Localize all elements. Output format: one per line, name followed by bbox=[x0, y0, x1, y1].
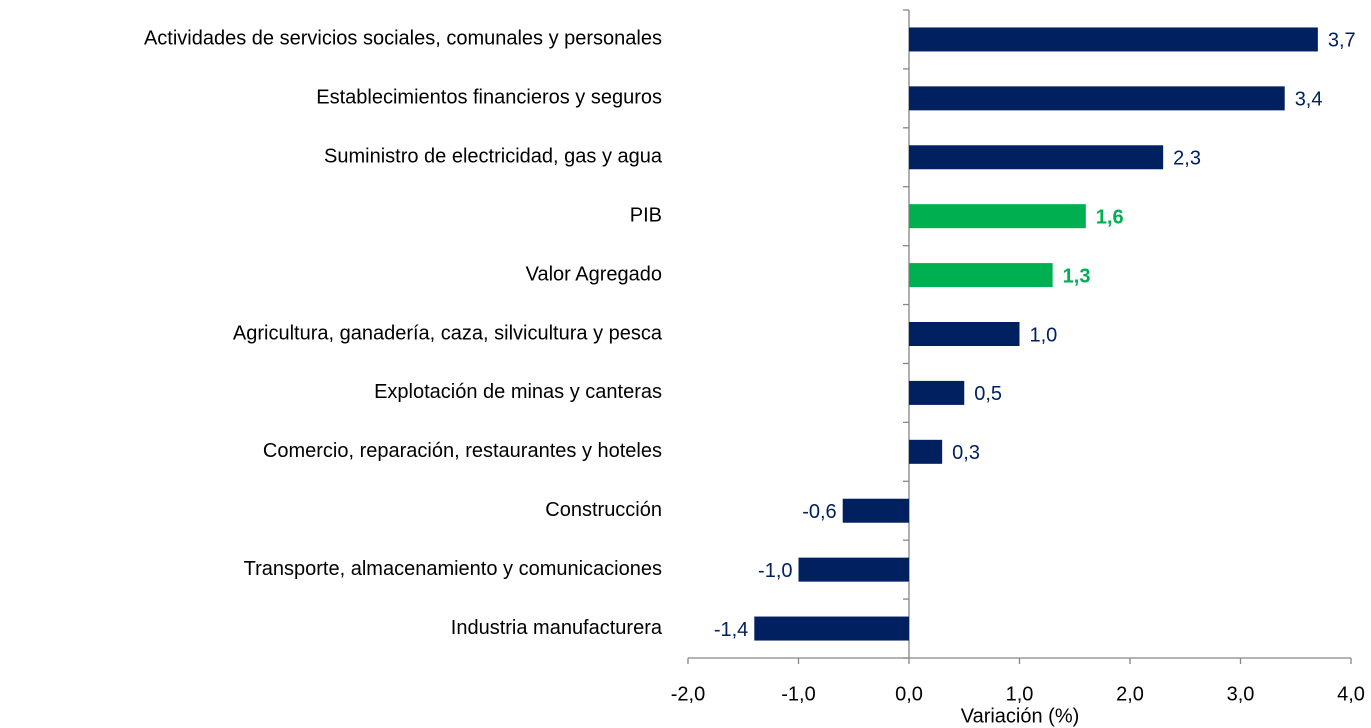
y-tick-label: Suministro de electricidad, gas y agua bbox=[324, 146, 663, 168]
bar bbox=[909, 380, 965, 405]
bar bbox=[798, 557, 909, 582]
y-tick-label: Agricultura, ganadería, caza, silvicultu… bbox=[233, 322, 663, 344]
y-tick-label: Construcción bbox=[545, 499, 662, 521]
y-tick-label: Explotación de minas y canteras bbox=[374, 381, 662, 403]
value-label: -1,4 bbox=[714, 619, 748, 641]
x-tick-label: -2,0 bbox=[671, 683, 705, 705]
bar bbox=[909, 322, 1020, 346]
bar bbox=[842, 498, 909, 523]
y-tick-label: Transporte, almacenamiento y comunicacio… bbox=[244, 558, 662, 580]
x-tick-label: -1,0 bbox=[781, 683, 815, 705]
value-label: 0,3 bbox=[952, 442, 980, 464]
value-label: 0,5 bbox=[974, 383, 1002, 405]
bar bbox=[909, 204, 1086, 229]
value-label: 2,3 bbox=[1173, 148, 1201, 170]
x-tick-label: 1,0 bbox=[1006, 683, 1034, 705]
y-tick-label: PIB bbox=[630, 204, 662, 226]
bar bbox=[754, 616, 909, 641]
y-tick-label: Industria manufacturera bbox=[451, 617, 663, 639]
bar bbox=[909, 145, 1164, 170]
y-tick-label: Establecimientos financieros y seguros bbox=[316, 87, 662, 109]
value-label: 3,4 bbox=[1295, 89, 1323, 111]
bar bbox=[909, 439, 943, 464]
bar bbox=[909, 263, 1053, 288]
y-tick-label: Valor Agregado bbox=[526, 263, 662, 285]
x-tick-label: 3,0 bbox=[1227, 683, 1255, 705]
value-label: -1,0 bbox=[758, 560, 792, 582]
value-label: 1,0 bbox=[1030, 324, 1058, 346]
y-tick-label: Comercio, reparación, restaurantes y hot… bbox=[263, 440, 662, 462]
bar bbox=[909, 86, 1285, 111]
y-tick-label: Actividades de servicios sociales, comun… bbox=[144, 28, 662, 50]
value-label: 1,6 bbox=[1096, 206, 1124, 228]
x-axis-title: Variación (%) bbox=[961, 705, 1080, 727]
value-label: 1,3 bbox=[1063, 265, 1091, 287]
x-tick-label: 2,0 bbox=[1116, 683, 1144, 705]
x-tick-label: 4,0 bbox=[1337, 683, 1365, 705]
value-label: -0,6 bbox=[802, 501, 836, 523]
x-tick-label: 0,0 bbox=[895, 683, 923, 705]
value-label: 3,7 bbox=[1328, 30, 1356, 52]
bar bbox=[909, 27, 1318, 52]
